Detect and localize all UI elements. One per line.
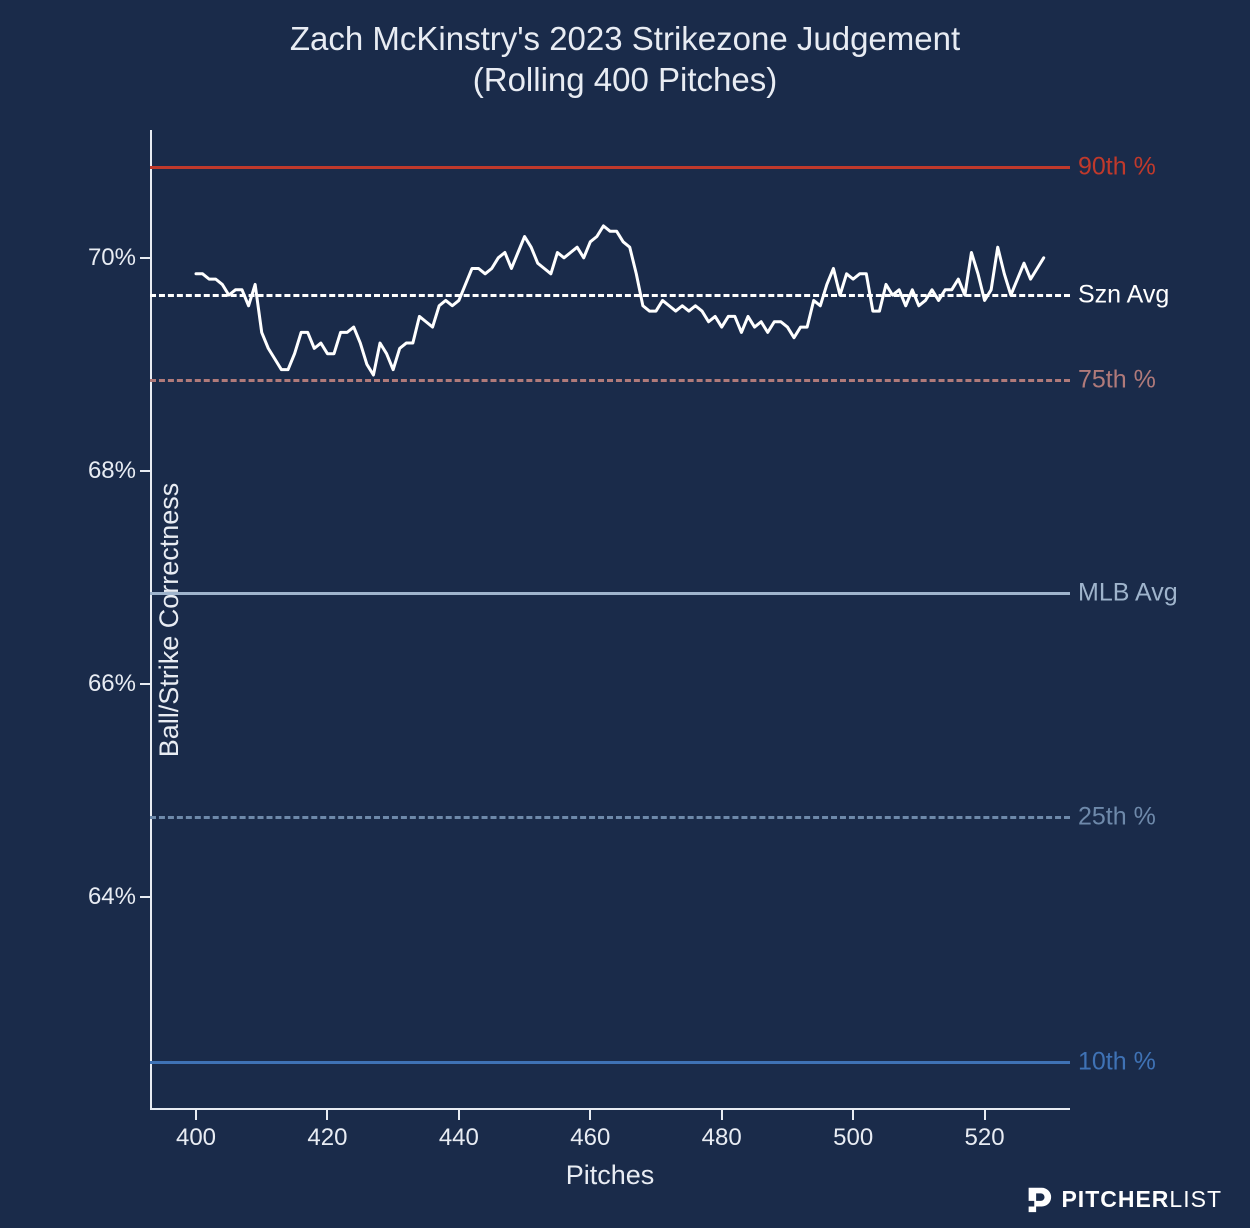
x-tick-label: 440	[439, 1124, 479, 1152]
reference-line-label: MLB Avg	[1078, 579, 1178, 608]
chart-container: Zach McKinstry's 2023 Strikezone Judgeme…	[0, 0, 1250, 1228]
y-tick	[140, 683, 150, 685]
x-tick	[852, 1110, 854, 1120]
x-tick-label: 500	[833, 1124, 873, 1152]
title-line-2: (Rolling 400 Pitches)	[473, 61, 777, 98]
pitcherlist-logo-text: PITCHERLIST	[1061, 1186, 1222, 1213]
reference-line	[150, 1061, 1070, 1064]
reference-line-label: 10th %	[1078, 1048, 1156, 1077]
reference-line	[150, 592, 1070, 595]
reference-line-label: Szn Avg	[1078, 281, 1169, 310]
x-tick-label: 460	[570, 1124, 610, 1152]
y-tick	[140, 470, 150, 472]
series-path	[196, 226, 1044, 375]
plot-area: Ball/Strike Correctness Pitches 64%66%68…	[150, 130, 1070, 1110]
x-tick	[984, 1110, 986, 1120]
x-tick-label: 420	[307, 1124, 347, 1152]
y-tick-label: 70%	[88, 244, 136, 272]
reference-line	[150, 294, 1070, 297]
reference-line	[150, 379, 1070, 382]
logo-text-bold: PITCHER	[1061, 1186, 1169, 1212]
x-tick-label: 520	[965, 1124, 1005, 1152]
y-tick-label: 68%	[88, 457, 136, 485]
y-tick	[140, 257, 150, 259]
x-tick-label: 480	[702, 1124, 742, 1152]
x-tick	[589, 1110, 591, 1120]
reference-line-label: 75th %	[1078, 366, 1156, 395]
reference-line	[150, 816, 1070, 819]
chart-title: Zach McKinstry's 2023 Strikezone Judgeme…	[0, 18, 1250, 101]
data-series-line	[150, 130, 1070, 1110]
reference-line-label: 25th %	[1078, 803, 1156, 832]
y-tick	[140, 896, 150, 898]
pitcherlist-logo-icon	[1023, 1184, 1053, 1214]
x-tick	[195, 1110, 197, 1120]
logo-text-light: LIST	[1169, 1186, 1222, 1212]
x-tick	[326, 1110, 328, 1120]
pitcherlist-logo: PITCHERLIST	[1023, 1184, 1222, 1214]
reference-line-label: 90th %	[1078, 153, 1156, 182]
x-tick	[458, 1110, 460, 1120]
x-tick	[721, 1110, 723, 1120]
reference-line	[150, 166, 1070, 169]
x-tick-label: 400	[176, 1124, 216, 1152]
y-tick-label: 66%	[88, 670, 136, 698]
title-line-1: Zach McKinstry's 2023 Strikezone Judgeme…	[290, 20, 960, 57]
y-tick-label: 64%	[88, 883, 136, 911]
x-axis-label: Pitches	[566, 1160, 655, 1191]
